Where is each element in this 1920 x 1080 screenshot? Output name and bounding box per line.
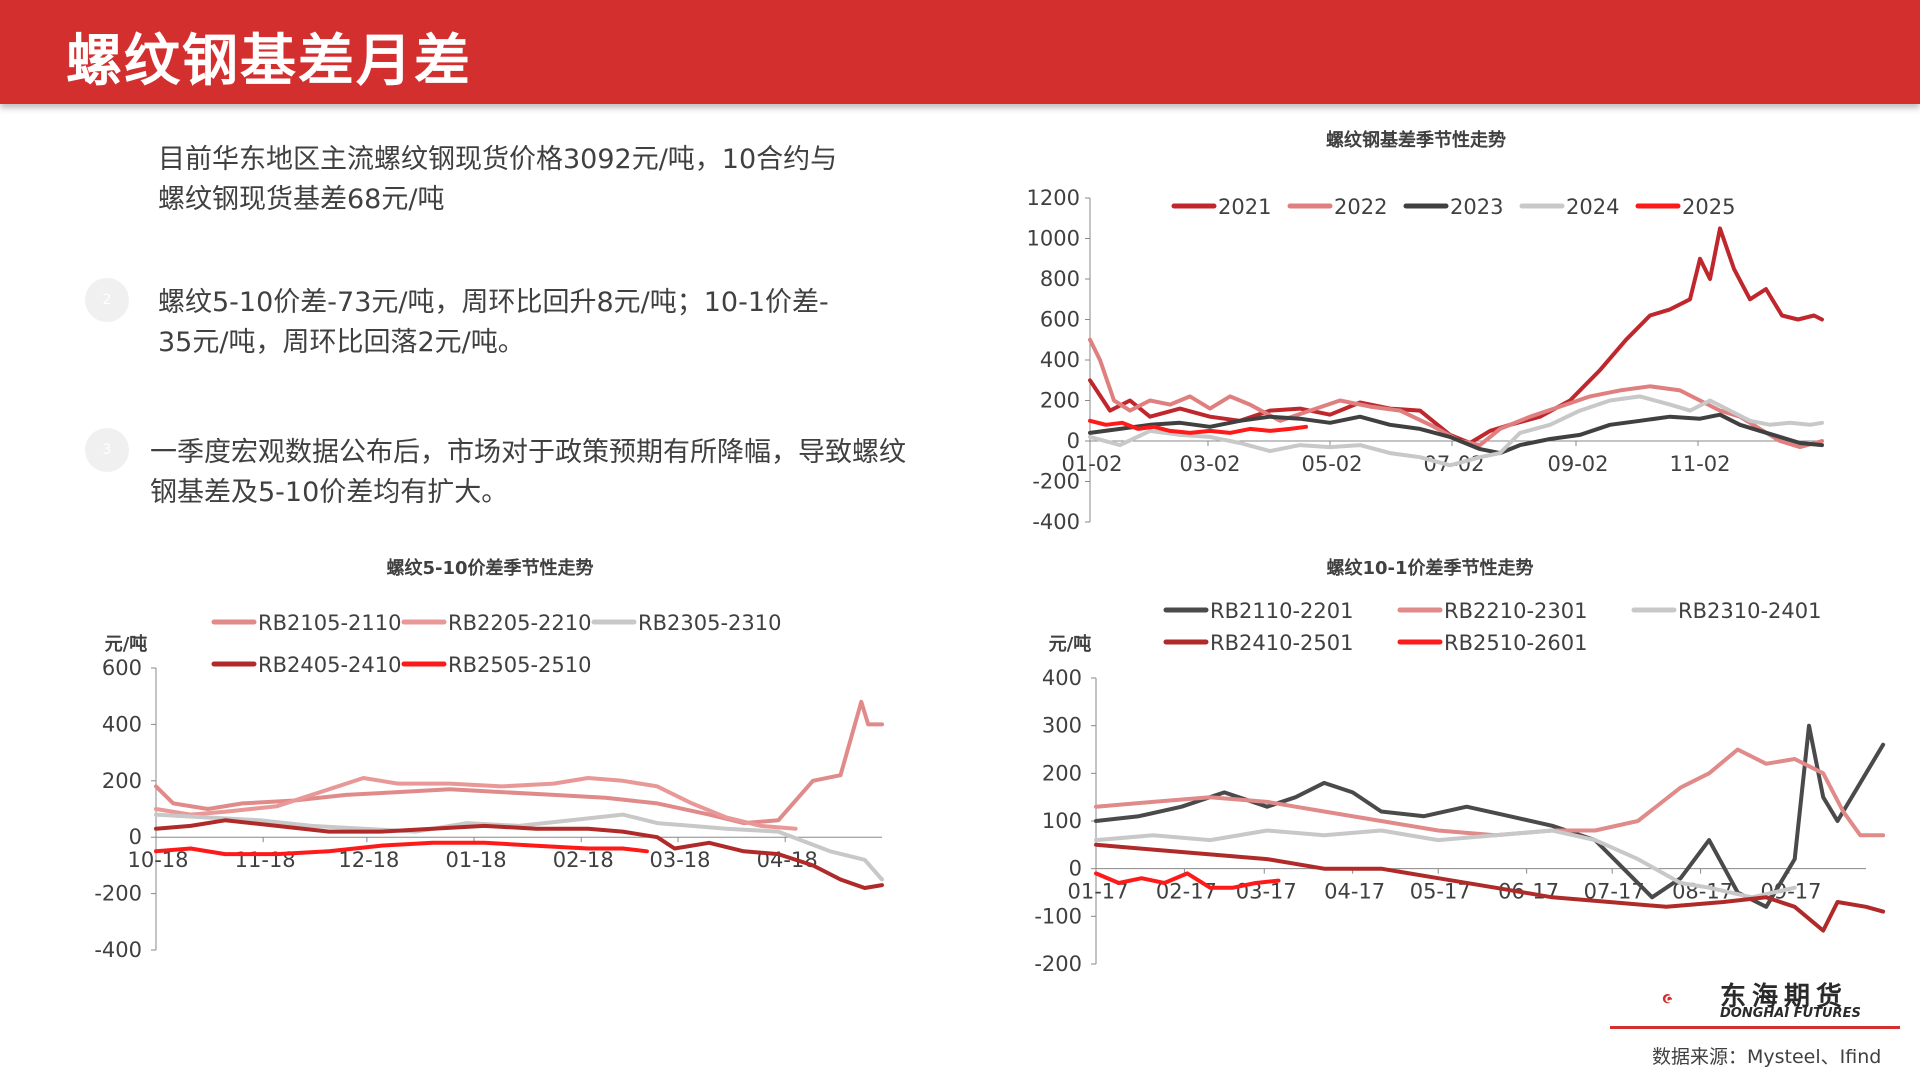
- bullet-number-2: 2: [85, 278, 129, 322]
- basis-seasonal-chart: 螺纹钢基差季节性走势 1200 1000 800 600 400 200 0 -200 -400 0…: [990, 120, 1860, 540]
- bullet-3: 一季度宏观数据公布后，市场对于政策预期有所降幅，导致螺纹 钢基差及5-10价差均…: [150, 433, 906, 513]
- basis-series-line-2025: [1088, 418, 1308, 435]
- spread-10-1-legend-label-RB2310-2401: RB2310-2401: [1678, 599, 1821, 623]
- basis-legend-label-2025: 2025: [1682, 195, 1735, 219]
- basis-y-tick-label: 1200: [1027, 186, 1080, 210]
- basis-y-tick-label: 400: [1040, 348, 1080, 372]
- spread-5-10-series-line-RB2305-2310: [154, 812, 884, 882]
- logo-cn-text: 东海期货: [1720, 982, 1849, 1012]
- basis-legend-label-2023: 2023: [1450, 195, 1503, 219]
- bullet-3-line2: 钢基差及5-10价差均有扩大。: [150, 477, 509, 508]
- bullet-1-line1: 目前华东地区主流螺纹钢现货价格3092元/吨，10合约与: [158, 144, 838, 175]
- basis-series-line-2021: [1088, 226, 1824, 445]
- spread-5-10-y-tick-label: 200: [102, 769, 142, 793]
- basis-y-tick-label: -200: [1032, 470, 1080, 494]
- spread-10-1-legend-label-RB2210-2301: RB2210-2301: [1444, 599, 1587, 623]
- basis-svg: 螺纹钢基差季节性走势 1200 1000 800 600 400 200 0 -200 -400 0…: [1027, 129, 1824, 534]
- header-bar: 螺纹钢基差月差: [0, 0, 1920, 104]
- spread-5-10-series-line-RB2205-2210: [154, 776, 798, 831]
- spread-5-10-y-tick-label: -200: [94, 882, 142, 906]
- spread-5-10-title: 螺纹5-10价差季节性走势: [386, 557, 593, 579]
- basis-x-tick-label: 11-02: [1669, 452, 1730, 476]
- basis-series-line-2022: [1088, 337, 1824, 450]
- spread-5-10-x-tick-label: 02-18: [553, 848, 614, 872]
- spread-10-1-series-line-RB2110-2201: [1094, 723, 1886, 909]
- basis-x-tick-label: 05-02: [1301, 452, 1362, 476]
- data-source: 数据来源：Mysteel、Ifind: [1652, 1046, 1882, 1068]
- spread-5-10-y-unit: 元/吨: [105, 633, 148, 655]
- bullet-number-3: 3: [85, 428, 129, 472]
- spread-5-10-legend-label-RB2505-2510: RB2505-2510: [448, 653, 591, 677]
- spread-10-1-seasonal-chart: 螺纹10-1价差季节性走势 元/吨 400 300 200 100 0 -100 -200 01-…: [1010, 550, 1890, 980]
- spread-5-10-series-line-RB2505-2510: [154, 840, 649, 857]
- spread-5-10-y-tick-label: 600: [102, 656, 142, 680]
- spread-10-1-title: 螺纹10-1价差季节性走势: [1326, 557, 1533, 579]
- basis-y-tick-label: 200: [1040, 389, 1080, 413]
- basis-y-tick-label: 800: [1040, 267, 1080, 291]
- bullet-3-line1: 一季度宏观数据公布后，市场对于政策预期有所降幅，导致螺纹: [150, 437, 906, 468]
- basis-legend-label-2022: 2022: [1334, 195, 1387, 219]
- spread-10-1-legend-label-RB2510-2601: RB2510-2601: [1444, 631, 1587, 655]
- basis-y-tick-label: 0: [1067, 429, 1080, 453]
- bullet-2-line2: 35元/吨，周环比回落2元/吨。: [158, 327, 525, 358]
- bullet-1: 目前华东地区主流螺纹钢现货价格3092元/吨，10合约与 螺纹钢现货基差68元/…: [158, 140, 837, 220]
- basis-series-line-2024: [1088, 394, 1824, 468]
- spread-10-1-svg: 螺纹10-1价差季节性走势元/吨4003002001000-100-20001-…: [1034, 557, 1886, 976]
- spread-5-10-x-tick-label: 01-18: [446, 848, 507, 872]
- bullet-1-line2: 螺纹钢现货基差68元/吨: [158, 184, 445, 215]
- spread-5-10-legend-label-RB2205-2210: RB2205-2210: [448, 611, 591, 635]
- spread-10-1-y-tick-label: 200: [1042, 761, 1082, 785]
- basis-x-tick-label: 03-02: [1179, 452, 1240, 476]
- spread-10-1-y-unit: 元/吨: [1049, 633, 1092, 655]
- spread-10-1-series-line-RB2510-2601: [1094, 871, 1281, 890]
- basis-y-tick-label: -400: [1032, 510, 1080, 534]
- spread-10-1-y-tick-label: 0: [1069, 857, 1082, 881]
- bullet-2-line1: 螺纹5-10价差-73元/吨，周环比回升8元/吨；10-1价差-: [158, 287, 829, 318]
- page-title: 螺纹钢基差月差: [66, 29, 472, 94]
- spread-10-1-y-tick-label: 100: [1042, 809, 1082, 833]
- spread-10-1-y-tick-label: -100: [1034, 904, 1082, 928]
- spread-5-10-y-tick-label: 400: [102, 712, 142, 736]
- spread-5-10-x-tick-label: 12-18: [338, 848, 399, 872]
- spread-5-10-legend-label-RB2405-2410: RB2405-2410: [258, 653, 401, 677]
- spread-5-10-legend-label-RB2105-2110: RB2105-2110: [258, 611, 401, 635]
- spread-10-1-legend-label-RB2110-2201: RB2110-2201: [1210, 599, 1353, 623]
- basis-x-tick-label: 09-02: [1547, 452, 1608, 476]
- spread-10-1-y-tick-label: -200: [1034, 952, 1082, 976]
- spread-10-1-series-line-RB2310-2401: [1094, 828, 1797, 900]
- basis-legend-label-2024: 2024: [1566, 195, 1619, 219]
- basis-series-line-2023: [1088, 412, 1824, 456]
- logo-en-text: DONGHAI FUTURES: [1720, 1006, 1861, 1021]
- spread-10-1-y-tick-label: 300: [1042, 714, 1082, 738]
- spread-5-10-y-tick-label: 0: [129, 825, 142, 849]
- spread-5-10-seasonal-chart: 螺纹5-10价差季节性走势 元/吨 600 400 200 0 -200 -400 10-18 1…: [70, 550, 920, 970]
- spread-5-10-series-line-RB2405-2410: [154, 818, 884, 890]
- spread-10-1-y-tick-label: 400: [1042, 666, 1082, 690]
- spread-5-10-y-tick-label: -400: [94, 938, 142, 962]
- basis-y-tick-label: 600: [1040, 308, 1080, 332]
- basis-legend-label-2021: 2021: [1218, 195, 1271, 219]
- spread-5-10-series-line-RB2105-2110: [154, 699, 884, 826]
- spread-10-1-legend-label-RB2410-2501: RB2410-2501: [1210, 631, 1353, 655]
- basis-y-tick-label: 1000: [1027, 227, 1080, 251]
- spread-5-10-x-tick-label: 03-18: [650, 848, 711, 872]
- basis-x-tick-label: 01-02: [1061, 452, 1122, 476]
- footer-divider: [1610, 1026, 1900, 1029]
- spread-5-10-legend-label-RB2305-2310: RB2305-2310: [638, 611, 781, 635]
- spread-10-1-series-line-RB2210-2301: [1094, 747, 1886, 838]
- spread-10-1-x-tick-label: 04-17: [1324, 880, 1385, 904]
- bullet-2: 螺纹5-10价差-73元/吨，周环比回升8元/吨；10-1价差- 35元/吨，周…: [158, 283, 829, 363]
- spread-10-1-series-line-RB2410-2501: [1094, 842, 1886, 933]
- basis-title: 螺纹钢基差季节性走势: [1326, 129, 1506, 151]
- donghai-logo-icon: [1662, 993, 1673, 1004]
